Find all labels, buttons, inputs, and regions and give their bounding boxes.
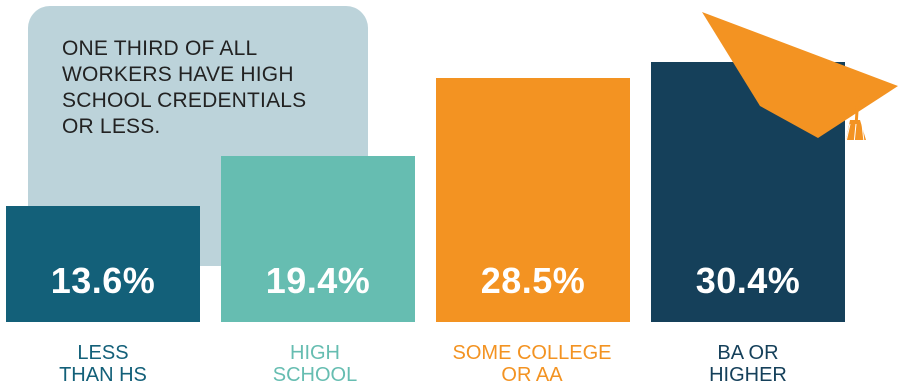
category-label-line: SOME COLLEGE (452, 342, 612, 364)
bar-value-label: 19.4% (265, 260, 371, 301)
callout-line: OR LESS. (62, 115, 161, 138)
callout-line: WORKERS HAVE HIGH (62, 63, 294, 86)
category-label-line: LESS (77, 342, 129, 364)
bar: 13.6% (6, 206, 200, 322)
bar-value-label: 28.5% (480, 260, 586, 301)
bar-value-label: 13.6% (50, 260, 156, 301)
category-label: BA OR HIGHER (653, 342, 843, 386)
bar: 28.5% (436, 78, 630, 322)
category-label: LESS THAN HS (8, 342, 198, 386)
category-label-line: SCHOOL (272, 364, 358, 386)
callout-line: SCHOOL CREDENTIALS (62, 89, 307, 112)
callout-text: ONE THIRD OF ALL WORKERS HAVE HIGH SCHOO… (62, 36, 362, 140)
bar: 19.4% (221, 156, 415, 322)
graduation-cap-icon (702, 12, 898, 145)
callout-line: ONE THIRD OF ALL (62, 37, 258, 60)
category-label-line: OR AA (501, 364, 563, 386)
category-label-line: HIGH (290, 342, 340, 364)
category-label-line: BA OR (717, 342, 779, 364)
category-label-line: THAN HS (59, 364, 147, 386)
bar-value-label: 30.4% (695, 260, 801, 301)
category-label: HIGH SCHOOL (220, 342, 410, 386)
category-label: SOME COLLEGE OR AA (437, 342, 627, 386)
category-label-line: HIGHER (709, 364, 787, 386)
